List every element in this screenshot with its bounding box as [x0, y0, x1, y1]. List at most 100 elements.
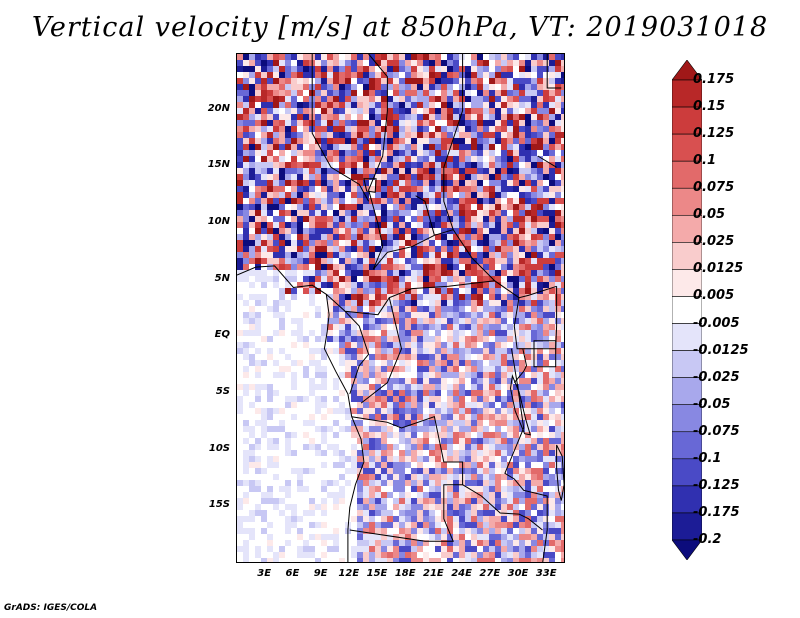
- field-cell: [315, 90, 321, 96]
- field-cell: [255, 288, 261, 294]
- field-cell: [387, 246, 393, 252]
- field-cell: [279, 456, 285, 462]
- field-cell: [441, 522, 447, 528]
- border-line: [443, 54, 557, 299]
- field-cell: [465, 150, 471, 156]
- field-cell: [459, 168, 465, 174]
- field-cell: [513, 492, 519, 498]
- colorbar-tick-label: -0.125: [693, 477, 740, 493]
- field-cell: [465, 66, 471, 72]
- field-cell: [411, 306, 417, 312]
- field-cell: [285, 270, 291, 276]
- field-cell: [477, 264, 483, 270]
- field-cell: [351, 264, 357, 270]
- field-cell: [315, 204, 321, 210]
- field-cell: [495, 186, 501, 192]
- field-cell: [279, 180, 285, 186]
- field-cell: [417, 174, 423, 180]
- field-cell: [561, 522, 564, 528]
- field-cell: [381, 408, 387, 414]
- field-cell: [429, 348, 435, 354]
- field-cell: [465, 228, 471, 234]
- field-cell: [255, 384, 261, 390]
- field-cell: [447, 252, 453, 258]
- field-cell: [351, 294, 357, 300]
- field-cell: [297, 264, 303, 270]
- field-cell: [273, 54, 279, 60]
- field-cell: [357, 354, 363, 360]
- field-cell: [255, 108, 261, 114]
- field-cell: [429, 72, 435, 78]
- field-cell: [321, 336, 327, 342]
- field-cell: [333, 204, 339, 210]
- field-cell: [477, 90, 483, 96]
- field-cell: [489, 438, 495, 444]
- field-cell: [429, 492, 435, 498]
- field-cell: [435, 342, 441, 348]
- field-cell: [297, 360, 303, 366]
- field-cell: [495, 174, 501, 180]
- field-cell: [249, 174, 255, 180]
- field-cell: [309, 438, 315, 444]
- field-cell: [519, 342, 525, 348]
- field-cell: [489, 522, 495, 528]
- field-cell: [351, 330, 357, 336]
- field-cell: [555, 294, 561, 300]
- field-cell: [363, 528, 369, 534]
- field-cell: [495, 528, 501, 534]
- lon-tick-label: 9E: [313, 568, 328, 579]
- field-cell: [423, 348, 429, 354]
- field-cell: [471, 420, 477, 426]
- field-cell: [435, 528, 441, 534]
- field-cell: [363, 168, 369, 174]
- field-cell: [555, 132, 561, 138]
- field-cell: [381, 450, 387, 456]
- field-cell: [261, 450, 267, 456]
- field-cell: [507, 336, 513, 342]
- field-cell: [489, 132, 495, 138]
- field-cell: [279, 438, 285, 444]
- field-cell: [531, 510, 537, 516]
- field-cell: [465, 468, 471, 474]
- field-cell: [435, 450, 441, 456]
- field-cell: [441, 120, 447, 126]
- field-cell: [435, 174, 441, 180]
- field-cell: [471, 384, 477, 390]
- field-cell: [453, 120, 459, 126]
- field-cell: [543, 348, 549, 354]
- field-cell: [483, 348, 489, 354]
- field-cell: [315, 276, 321, 282]
- field-cell: [435, 402, 441, 408]
- field-cell: [339, 60, 345, 66]
- field-cell: [279, 366, 285, 372]
- field-cell: [423, 330, 429, 336]
- field-cell: [303, 486, 309, 492]
- field-cell: [237, 282, 243, 288]
- field-cell: [405, 150, 411, 156]
- field-cell: [363, 264, 369, 270]
- field-cell: [471, 480, 477, 486]
- field-cell: [285, 138, 291, 144]
- field-cell: [345, 342, 351, 348]
- field-cell: [549, 498, 555, 504]
- field-cell: [387, 396, 393, 402]
- field-cell: [369, 270, 375, 276]
- field-cell: [447, 246, 453, 252]
- field-cell: [489, 510, 495, 516]
- field-cell: [543, 402, 549, 408]
- field-cell: [513, 204, 519, 210]
- field-cell: [249, 348, 255, 354]
- field-cell: [525, 240, 531, 246]
- field-cell: [351, 210, 357, 216]
- field-cell: [279, 384, 285, 390]
- field-cell: [345, 126, 351, 132]
- field-cell: [483, 240, 489, 246]
- field-cell: [333, 78, 339, 84]
- field-cell: [501, 492, 507, 498]
- field-cell: [273, 330, 279, 336]
- field-cell: [303, 192, 309, 198]
- field-cell: [333, 558, 339, 562]
- field-cell: [429, 444, 435, 450]
- field-cell: [495, 252, 501, 258]
- field-cell: [321, 330, 327, 336]
